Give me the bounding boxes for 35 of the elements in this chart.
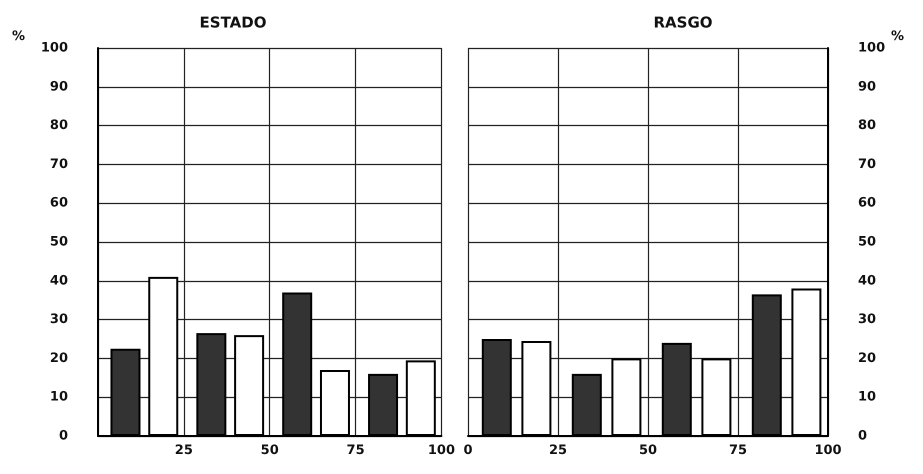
y-tick-label: 0 bbox=[58, 428, 68, 444]
y-tick-label: 20 bbox=[50, 350, 68, 366]
y2-tick-label: 20 bbox=[858, 350, 876, 366]
x-tick-label: 100 bbox=[814, 443, 842, 458]
y2-tick-label: 100 bbox=[858, 40, 886, 56]
y-tick-label: 70 bbox=[50, 156, 68, 172]
x-tick-label: 100 bbox=[428, 443, 455, 458]
y2-tick-label: 10 bbox=[858, 390, 876, 405]
y2-tick-label: 30 bbox=[858, 312, 876, 328]
y-tick-label: 30 bbox=[50, 312, 68, 328]
x-tick-label: 25 bbox=[174, 443, 193, 458]
y-tick-label: 80 bbox=[50, 118, 68, 134]
y2-tick-label: 60 bbox=[858, 196, 876, 211]
x-tick-label: 75 bbox=[728, 443, 748, 458]
y-tick-label: 60 bbox=[50, 196, 68, 211]
y2-tick-label: 70 bbox=[858, 156, 876, 172]
y-tick-label: 10 bbox=[50, 390, 68, 405]
y2-tick-label: 90 bbox=[858, 79, 876, 94]
x-tick-label: 75 bbox=[346, 443, 365, 458]
y2-tick-label: 40 bbox=[858, 273, 876, 288]
x-tick-label: 25 bbox=[548, 443, 568, 458]
y-tick-label: 90 bbox=[50, 79, 68, 94]
y2-tick-label: 0 bbox=[858, 428, 868, 444]
y-axis-title: % bbox=[12, 29, 26, 44]
x-tick-label: 50 bbox=[260, 443, 279, 458]
y-tick-label: 100 bbox=[40, 40, 68, 56]
y2-tick-label: 80 bbox=[858, 118, 876, 134]
x-tick-label: 0 bbox=[463, 443, 473, 458]
y2-axis-title: % bbox=[890, 29, 904, 44]
y2-tick-label: 50 bbox=[858, 234, 876, 250]
chart-title: RASGO bbox=[653, 14, 713, 32]
x-tick-label: 50 bbox=[638, 443, 658, 458]
y-tick-label: 40 bbox=[50, 273, 68, 288]
y-tick-label: 50 bbox=[50, 234, 68, 250]
chart-title: ESTADO bbox=[200, 14, 266, 32]
